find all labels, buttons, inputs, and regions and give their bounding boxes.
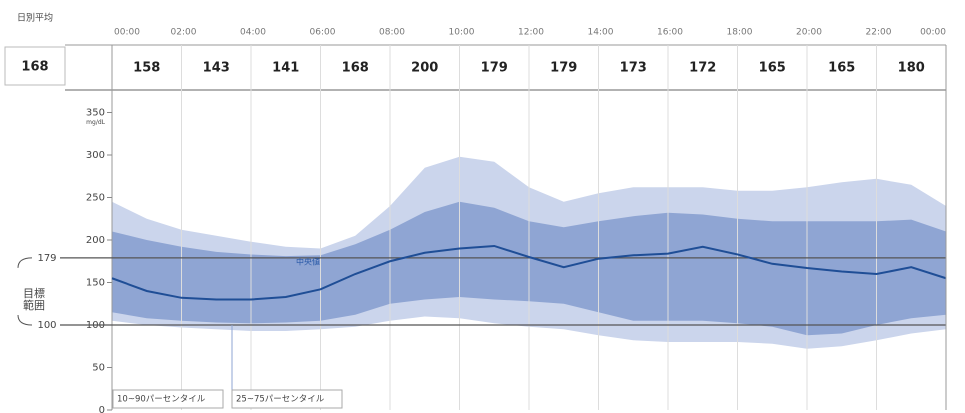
y-tick-label: 200 [86,235,105,246]
legend-label: 10~90パーセンタイル [117,395,206,405]
target-value: 100 [37,320,56,331]
average-box [4,46,66,86]
window-average: 158 [133,61,160,76]
window-average: 172 [689,61,716,76]
x-tick-label: 10:00 [449,28,475,38]
target-bracket [17,257,33,326]
x-tick-label: 00:00 [114,28,140,38]
daily-average-label: 日別平均 [17,12,53,24]
x-tick-label: 22:00 [866,28,892,38]
x-tick-label: 00:00 [920,28,946,38]
x-tick-label: 08:00 [379,28,405,38]
unit-label: mg/dL [86,119,105,126]
window-average: 165 [828,61,855,76]
x-tick-label: 18:00 [727,28,753,38]
window-average: 165 [759,61,786,76]
window-average: 168 [342,61,369,76]
x-tick-label: 06:00 [310,28,336,38]
x-tick-label: 12:00 [518,28,544,38]
y-tick-label: 50 [92,363,105,374]
x-tick-label: 20:00 [796,28,822,38]
target-label: 目標範囲 [23,287,45,312]
x-tick-label: 16:00 [657,28,683,38]
legend-label: 25~75パーセンタイル [236,395,325,405]
y-tick-label: 250 [86,193,105,204]
x-tick-label: 14:00 [588,28,614,38]
window-average: 141 [272,61,299,76]
y-tick-label: 300 [86,150,105,161]
window-average: 200 [411,61,438,76]
y-tick-label: 150 [86,278,105,289]
window-average: 179 [481,61,508,76]
daily-average: 168 [21,60,48,75]
x-tick-label: 04:00 [240,28,266,38]
y-tick-label: 0 [99,405,105,413]
window-average: 143 [203,61,230,76]
window-average: 180 [898,61,925,76]
median-line [111,244,947,301]
legend-box [231,389,343,409]
window-average: 179 [550,61,577,76]
x-tick-label: 02:00 [171,28,197,38]
legend-box [112,389,224,409]
window-average: 173 [620,61,647,76]
median-label: 中央値 [296,257,320,267]
target-value: 179 [37,253,56,264]
y-tick-label: 350 [86,108,105,119]
